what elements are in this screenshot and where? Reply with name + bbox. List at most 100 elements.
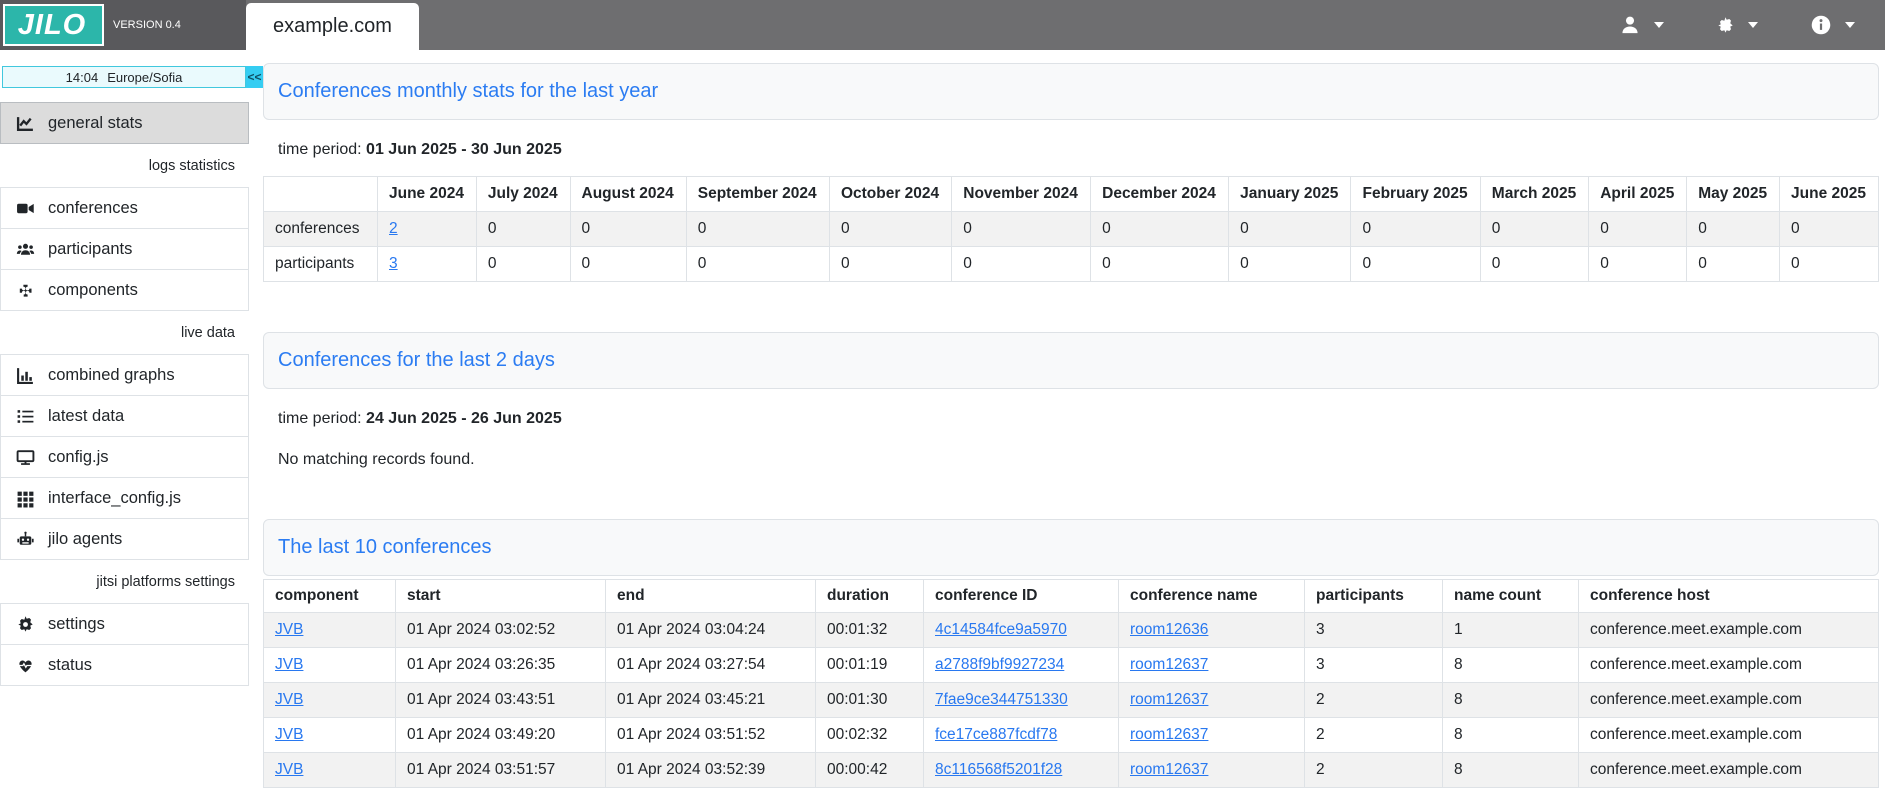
cell: 0 [828, 211, 953, 247]
cell-link[interactable]: fce17ce887fcdf78 [935, 726, 1058, 743]
sidebar-item-participants[interactable]: participants [0, 228, 249, 270]
card-last-ten-header: The last 10 conferences [263, 519, 1879, 576]
brand-zone: JILO VERSION 0.4 [0, 0, 246, 50]
cell: room12637 [1118, 647, 1305, 683]
cell: 8 [1442, 717, 1579, 753]
no-records-message: No matching records found. [278, 451, 475, 468]
cell-link[interactable]: room12637 [1130, 656, 1209, 673]
cell: 8 [1442, 682, 1579, 718]
cell: a2788f9bf9927234 [923, 647, 1119, 683]
sidebar-item-status[interactable]: status [0, 644, 249, 686]
cell: 7fae9ce344751330 [923, 682, 1119, 718]
cell: 01 Apr 2024 03:02:52 [395, 612, 606, 648]
robot-icon [16, 530, 36, 549]
cell: 3 [1304, 612, 1443, 648]
sidebar-item-jilo-agents[interactable]: jilo agents [0, 518, 249, 560]
cell-link[interactable]: 4c14584fce9a5970 [935, 621, 1067, 638]
sidebar-item-combined-graphs[interactable]: combined graphs [0, 354, 249, 396]
chevron-down-icon [1845, 22, 1855, 28]
cell: 0 [569, 211, 687, 247]
cell: 0 [828, 246, 953, 282]
column-header: February 2025 [1350, 176, 1481, 212]
sidebar-item-settings[interactable]: settings [0, 603, 249, 645]
sidebar-item-config-js[interactable]: config.js [0, 436, 249, 478]
cell-link[interactable]: room12636 [1130, 621, 1209, 638]
cell: 0 [951, 211, 1092, 247]
column-header: October 2024 [828, 176, 953, 212]
puzzle-icon [16, 281, 36, 300]
sidebar-item-interface-config-js[interactable]: interface_config.js [0, 477, 249, 519]
cell: 4c14584fce9a5970 [923, 612, 1119, 648]
last10-conferences-table: component start end duration conference ID co… [263, 579, 1879, 788]
cell: 01 Apr 2024 03:26:35 [395, 647, 606, 683]
table-row: JVB 01 Apr 2024 03:49:20 01 Apr 2024 03:51… [263, 717, 1879, 753]
sidebar-item-latest-data[interactable]: latest data [0, 395, 249, 437]
column-header: November 2024 [951, 176, 1092, 212]
cell-link[interactable]: JVB [275, 656, 304, 673]
cell-link[interactable]: JVB [275, 761, 304, 778]
cell: 01 Apr 2024 03:43:51 [395, 682, 606, 718]
column-header: May 2025 [1686, 176, 1781, 212]
cell: 0 [1228, 211, 1352, 247]
user-menu[interactable] [1619, 14, 1664, 36]
cell-link[interactable]: room12637 [1130, 726, 1209, 743]
settings-menu[interactable] [1716, 16, 1758, 35]
column-header [263, 176, 378, 212]
sidebar-section-label: jitsi platforms settings [96, 574, 235, 590]
sidebar: 14:04 Europe/Sofia << general stats logs … [0, 50, 263, 809]
cell: room12636 [1118, 612, 1305, 648]
column-header: participants [1304, 579, 1443, 613]
sidebar-item-general-stats[interactable]: general stats [0, 102, 249, 144]
cell-link[interactable]: room12637 [1130, 691, 1209, 708]
cell: JVB [263, 752, 396, 788]
clock-row: 14:04 Europe/Sofia << [2, 66, 263, 88]
cell-link[interactable]: 3 [389, 255, 398, 272]
column-header: duration [815, 579, 924, 613]
grid-icon [16, 489, 36, 508]
cell-link[interactable]: room12637 [1130, 761, 1209, 778]
cell: conference.meet.example.com [1578, 647, 1879, 683]
app-version: VERSION 0.4 [113, 19, 181, 31]
cell-link[interactable]: 8c116568f5201f28 [935, 761, 1063, 778]
cell: room12637 [1118, 752, 1305, 788]
cell: 01 Apr 2024 03:27:54 [605, 647, 816, 683]
cell: conference.meet.example.com [1578, 752, 1879, 788]
card-last-two-days-header: Conferences for the last 2 days [263, 332, 1879, 389]
sidebar-item-conferences[interactable]: conferences [0, 187, 249, 229]
column-header: conference ID [923, 579, 1119, 613]
column-header: component [263, 579, 396, 613]
cell: 8c116568f5201f28 [923, 752, 1119, 788]
chevron-down-icon [1748, 22, 1758, 28]
chart-column-icon [16, 366, 36, 385]
column-header: conference host [1578, 579, 1879, 613]
info-icon [1810, 14, 1832, 36]
column-header: July 2024 [475, 176, 571, 212]
gear-icon [1716, 16, 1735, 35]
info-menu[interactable] [1810, 14, 1855, 36]
app-logo-text: JILO [17, 8, 87, 41]
cell: 2 [377, 211, 477, 247]
cell: 2 [1304, 752, 1443, 788]
cell-link[interactable]: a2788f9bf9927234 [935, 656, 1065, 673]
cell-link[interactable]: JVB [275, 691, 304, 708]
cell: 0 [1588, 211, 1688, 247]
cell-link[interactable]: JVB [275, 726, 304, 743]
cell: 2 [1304, 682, 1443, 718]
sidebar-menu: general stats logs statistics conferences p… [0, 102, 263, 686]
cell-link[interactable]: 7fae9ce344751330 [935, 691, 1068, 708]
column-header: name count [1442, 579, 1579, 613]
column-header: start [395, 579, 606, 613]
sidebar-collapse-button[interactable]: << [246, 66, 263, 88]
cell-link[interactable]: 2 [389, 220, 398, 237]
cell: 0 [1588, 246, 1688, 282]
cell: 0 [1228, 246, 1352, 282]
tab-label: example.com [273, 15, 392, 37]
cell: 0 [1479, 246, 1590, 282]
cell: 0 [685, 246, 830, 282]
tab-example-com[interactable]: example.com [246, 3, 419, 50]
sidebar-item-components[interactable]: components [0, 269, 249, 311]
cell-link[interactable]: JVB [275, 621, 304, 638]
sidebar-section-label: logs statistics [148, 158, 235, 174]
main-content: Conferences monthly stats for the last y… [263, 50, 1885, 809]
card-title: Conferences monthly stats for the last y… [278, 80, 659, 102]
